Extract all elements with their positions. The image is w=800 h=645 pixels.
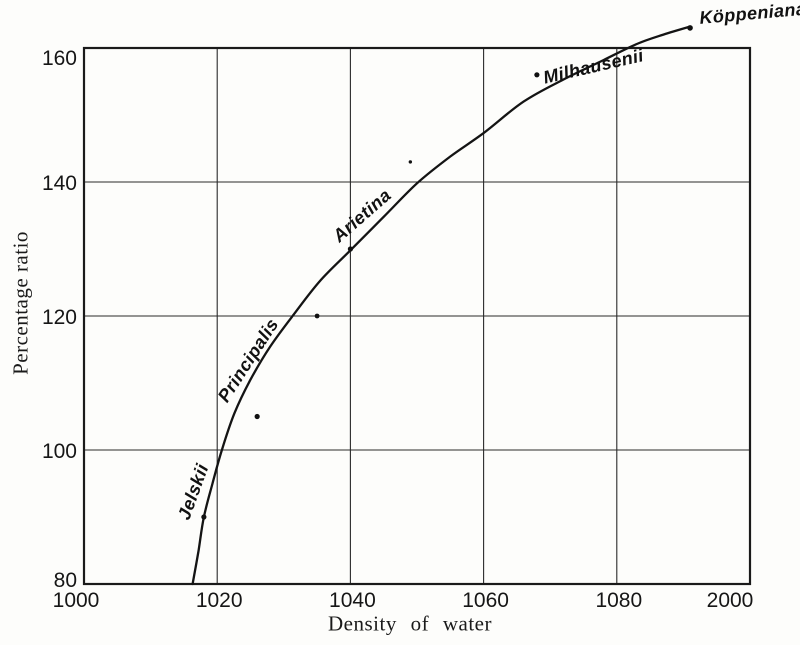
fitted-curve bbox=[191, 25, 692, 586]
species-label: Köppeniana bbox=[699, 0, 800, 28]
y-tick-label: 140 bbox=[42, 172, 77, 195]
data-point bbox=[687, 25, 693, 31]
y-tick-label: 80 bbox=[54, 569, 77, 592]
x-tick-label: 1040 bbox=[329, 589, 376, 612]
y-tick-label: 120 bbox=[42, 306, 77, 329]
species-label: Milhausenii bbox=[541, 45, 646, 88]
data-point bbox=[347, 246, 353, 252]
x-tick-label: 1020 bbox=[196, 589, 243, 612]
x-axis-title: Density of water bbox=[328, 611, 492, 636]
x-tick-label: 1080 bbox=[595, 589, 642, 612]
x-tick-label: 2000 bbox=[707, 589, 754, 612]
y-tick-label: 100 bbox=[42, 440, 77, 463]
y-tick-label: 160 bbox=[42, 47, 77, 70]
species-label: Jelskii bbox=[174, 461, 213, 523]
data-point bbox=[201, 514, 207, 520]
data-point bbox=[408, 160, 413, 164]
species-label: Principalis bbox=[214, 315, 283, 406]
plot-border bbox=[82, 46, 752, 586]
y-axis-title: Percentage ratio bbox=[8, 231, 33, 375]
data-point bbox=[254, 413, 260, 420]
x-tick-label: 1000 bbox=[53, 589, 100, 612]
data-point bbox=[314, 313, 320, 319]
data-point bbox=[534, 72, 540, 78]
x-tick-label: 1060 bbox=[462, 589, 509, 612]
